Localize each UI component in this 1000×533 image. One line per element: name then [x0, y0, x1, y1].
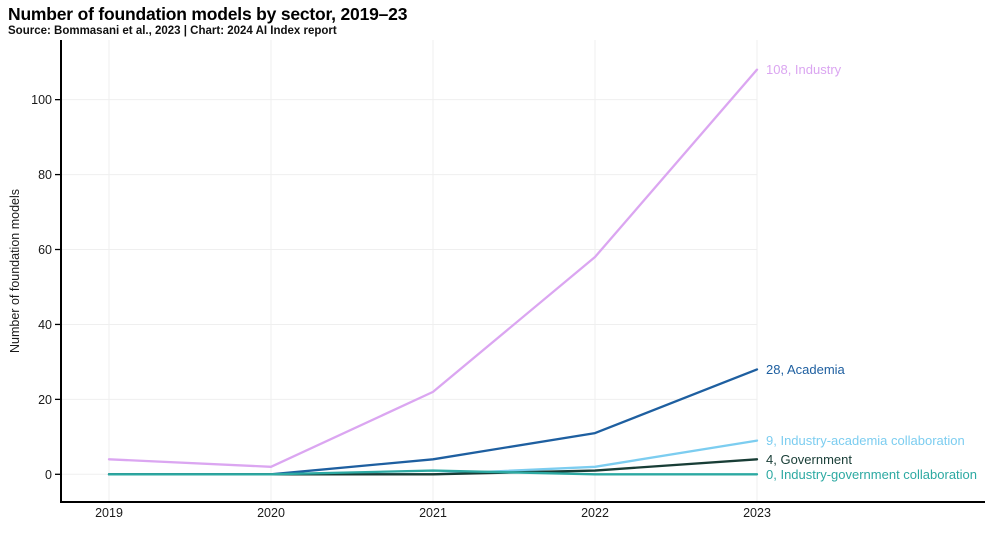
series-end-label-academia: 28, Academia [766, 362, 846, 377]
y-tick-label-100: 100 [31, 93, 52, 107]
y-tick-label-0: 0 [45, 468, 52, 482]
y-tick-label-80: 80 [38, 168, 52, 182]
chart-source: Source: Bommasani et al., 2023 | Chart: … [8, 25, 337, 37]
x-tick-label-2020: 2020 [257, 506, 285, 520]
y-tick-label-20: 20 [38, 393, 52, 407]
series-end-label-industry-government-collaboration: 0, Industry-government collaboration [766, 467, 977, 482]
y-tick-label-60: 60 [38, 243, 52, 257]
series-line-industry-government-collaboration [107, 469, 759, 476]
x-tick-label-2023: 2023 [743, 506, 771, 520]
y-tick-label-40: 40 [38, 318, 52, 332]
x-tick-label-2019: 2019 [95, 506, 123, 520]
chart-title: Number of foundation models by sector, 2… [8, 4, 408, 24]
series-end-label-industry: 108, Industry [766, 62, 842, 77]
series-end-label-industry-academia-collaboration: 9, Industry-academia collaboration [766, 433, 965, 448]
y-axis-title: Number of foundation models [8, 189, 22, 353]
x-tick-label-2021: 2021 [419, 506, 447, 520]
x-tick-label-2022: 2022 [581, 506, 609, 520]
series-end-label-government: 4, Government [766, 452, 852, 467]
series-line-industry [107, 68, 759, 468]
